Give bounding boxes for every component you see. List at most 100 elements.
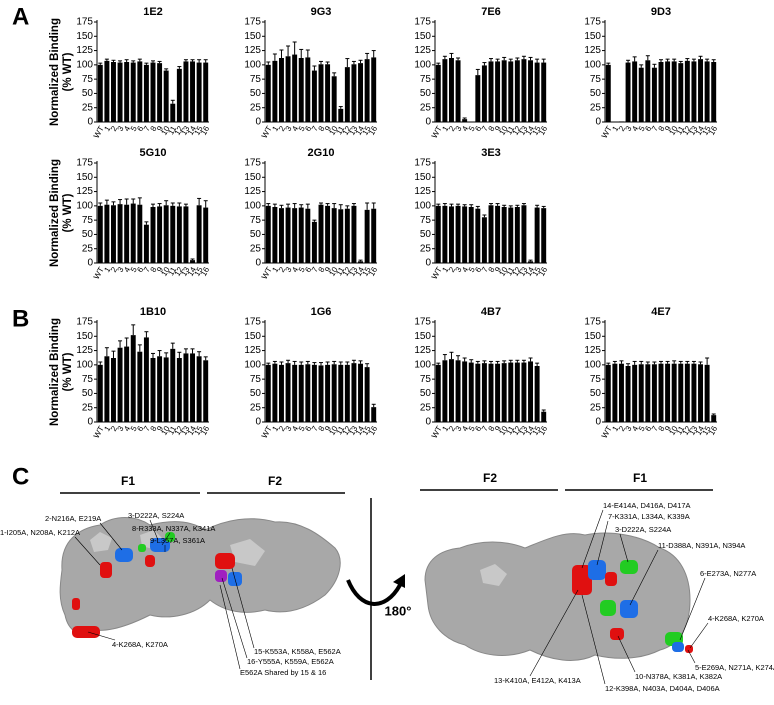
patch [620,600,638,618]
protein-left [59,517,341,638]
y-tick-label: 75 [250,215,262,226]
bar [449,359,454,422]
domain-label: F2 [483,471,497,485]
x-tick-label: 5 [467,124,477,133]
patch [572,565,592,595]
bar [130,62,136,122]
residue-label: 14-E414A, D416A, D417A [603,501,691,510]
leader-line [74,536,101,566]
bar [190,260,195,263]
x-tick-label: 5 [297,424,307,433]
y-tick-label: 25 [82,243,94,254]
bar [163,70,169,122]
bar [528,261,533,263]
x-tick-label: 6 [303,424,313,433]
y-tick-label: 125 [76,45,93,56]
residue-label: 4-K268A, K270A [112,640,168,649]
bar [150,62,156,122]
x-tick-label: 8 [487,124,497,133]
y-tick-label: 0 [87,117,93,128]
y-tick-label: 150 [76,331,93,342]
y-axis-label: (% WT) [62,352,74,391]
bar [435,205,441,263]
bar [338,364,344,422]
bar [196,205,202,263]
y-tick-label: 25 [250,402,262,413]
y-tick-label: 25 [82,102,94,113]
bar [117,204,123,263]
x-tick-label: 7 [480,124,490,133]
x-tick-label: 3 [116,424,126,433]
x-tick-label: 1 [102,424,112,433]
bar [435,64,441,122]
y-tick-label: 50 [590,388,602,399]
bar [364,209,370,263]
y-tick-label: 75 [250,374,262,385]
residue-label: 6-E273A, N277A [700,569,756,578]
y-tick-label: 125 [414,186,431,197]
x-tick-label: 2 [109,424,119,433]
y-tick-label: 100 [76,359,93,370]
x-tick-label: 3 [116,124,126,133]
x-tick-label: 7 [310,424,320,433]
x-tick-label: 4 [460,424,470,433]
bar [358,63,363,122]
residue-label: 13-K410A, E412A, K413A [494,676,581,685]
bar [344,67,350,122]
y-tick-label: 175 [414,158,431,169]
bar [371,208,377,263]
patch [620,560,638,574]
residue-label: 16-Y555A, K559A, E562A [247,657,334,666]
y-tick-label: 150 [584,31,601,42]
x-tick-label: 2 [447,124,457,133]
x-tick-label: 5 [297,265,307,274]
bar [124,346,130,422]
leader-line [219,584,241,670]
patch [115,548,133,562]
bar [111,358,116,422]
bar [143,337,149,422]
y-tick-label: 125 [414,45,431,56]
bar [619,121,624,122]
y-tick-label: 150 [244,331,261,342]
patch [100,562,112,578]
y-tick-label: 150 [414,31,431,42]
bar [488,205,494,263]
bar [605,364,611,422]
bar [137,351,143,422]
y-tick-label: 50 [250,229,262,240]
y-tick-label: 25 [420,102,432,113]
bar [285,363,291,422]
residue-label: 10-N378A, K381A, K382A [635,672,722,681]
bar [311,70,317,122]
y-tick-label: 100 [76,200,93,211]
chart-title: 1E2 [143,6,163,18]
x-tick-label: 3 [284,265,294,274]
x-tick-label: 5 [129,124,139,133]
domain-label: F2 [268,474,282,488]
x-tick-label: 4 [290,124,300,133]
y-tick-label: 0 [425,417,431,428]
bar [157,356,163,422]
bar [658,363,664,422]
y-tick-label: 125 [244,186,261,197]
leader-line [99,522,123,551]
residue-label: 12-K398A, N403A, D404A, D406A [605,684,720,693]
x-tick-label: 9 [493,265,503,274]
bar [455,360,461,422]
x-tick-label: 6 [643,424,653,433]
bar [311,221,317,263]
bar [645,364,651,422]
x-tick-label: 2 [109,265,119,274]
x-tick-label: 1 [610,424,620,433]
x-tick-label: 1 [270,124,280,133]
patch [672,642,684,652]
y-tick-label: 50 [420,88,432,99]
residue-label: 7-K331A, L334A, K339A [608,512,690,521]
bar [475,208,481,263]
x-tick-label: 4 [122,124,132,133]
y-tick-label: 75 [420,374,432,385]
y-tick-label: 75 [590,374,602,385]
x-tick-label: 5 [467,424,477,433]
